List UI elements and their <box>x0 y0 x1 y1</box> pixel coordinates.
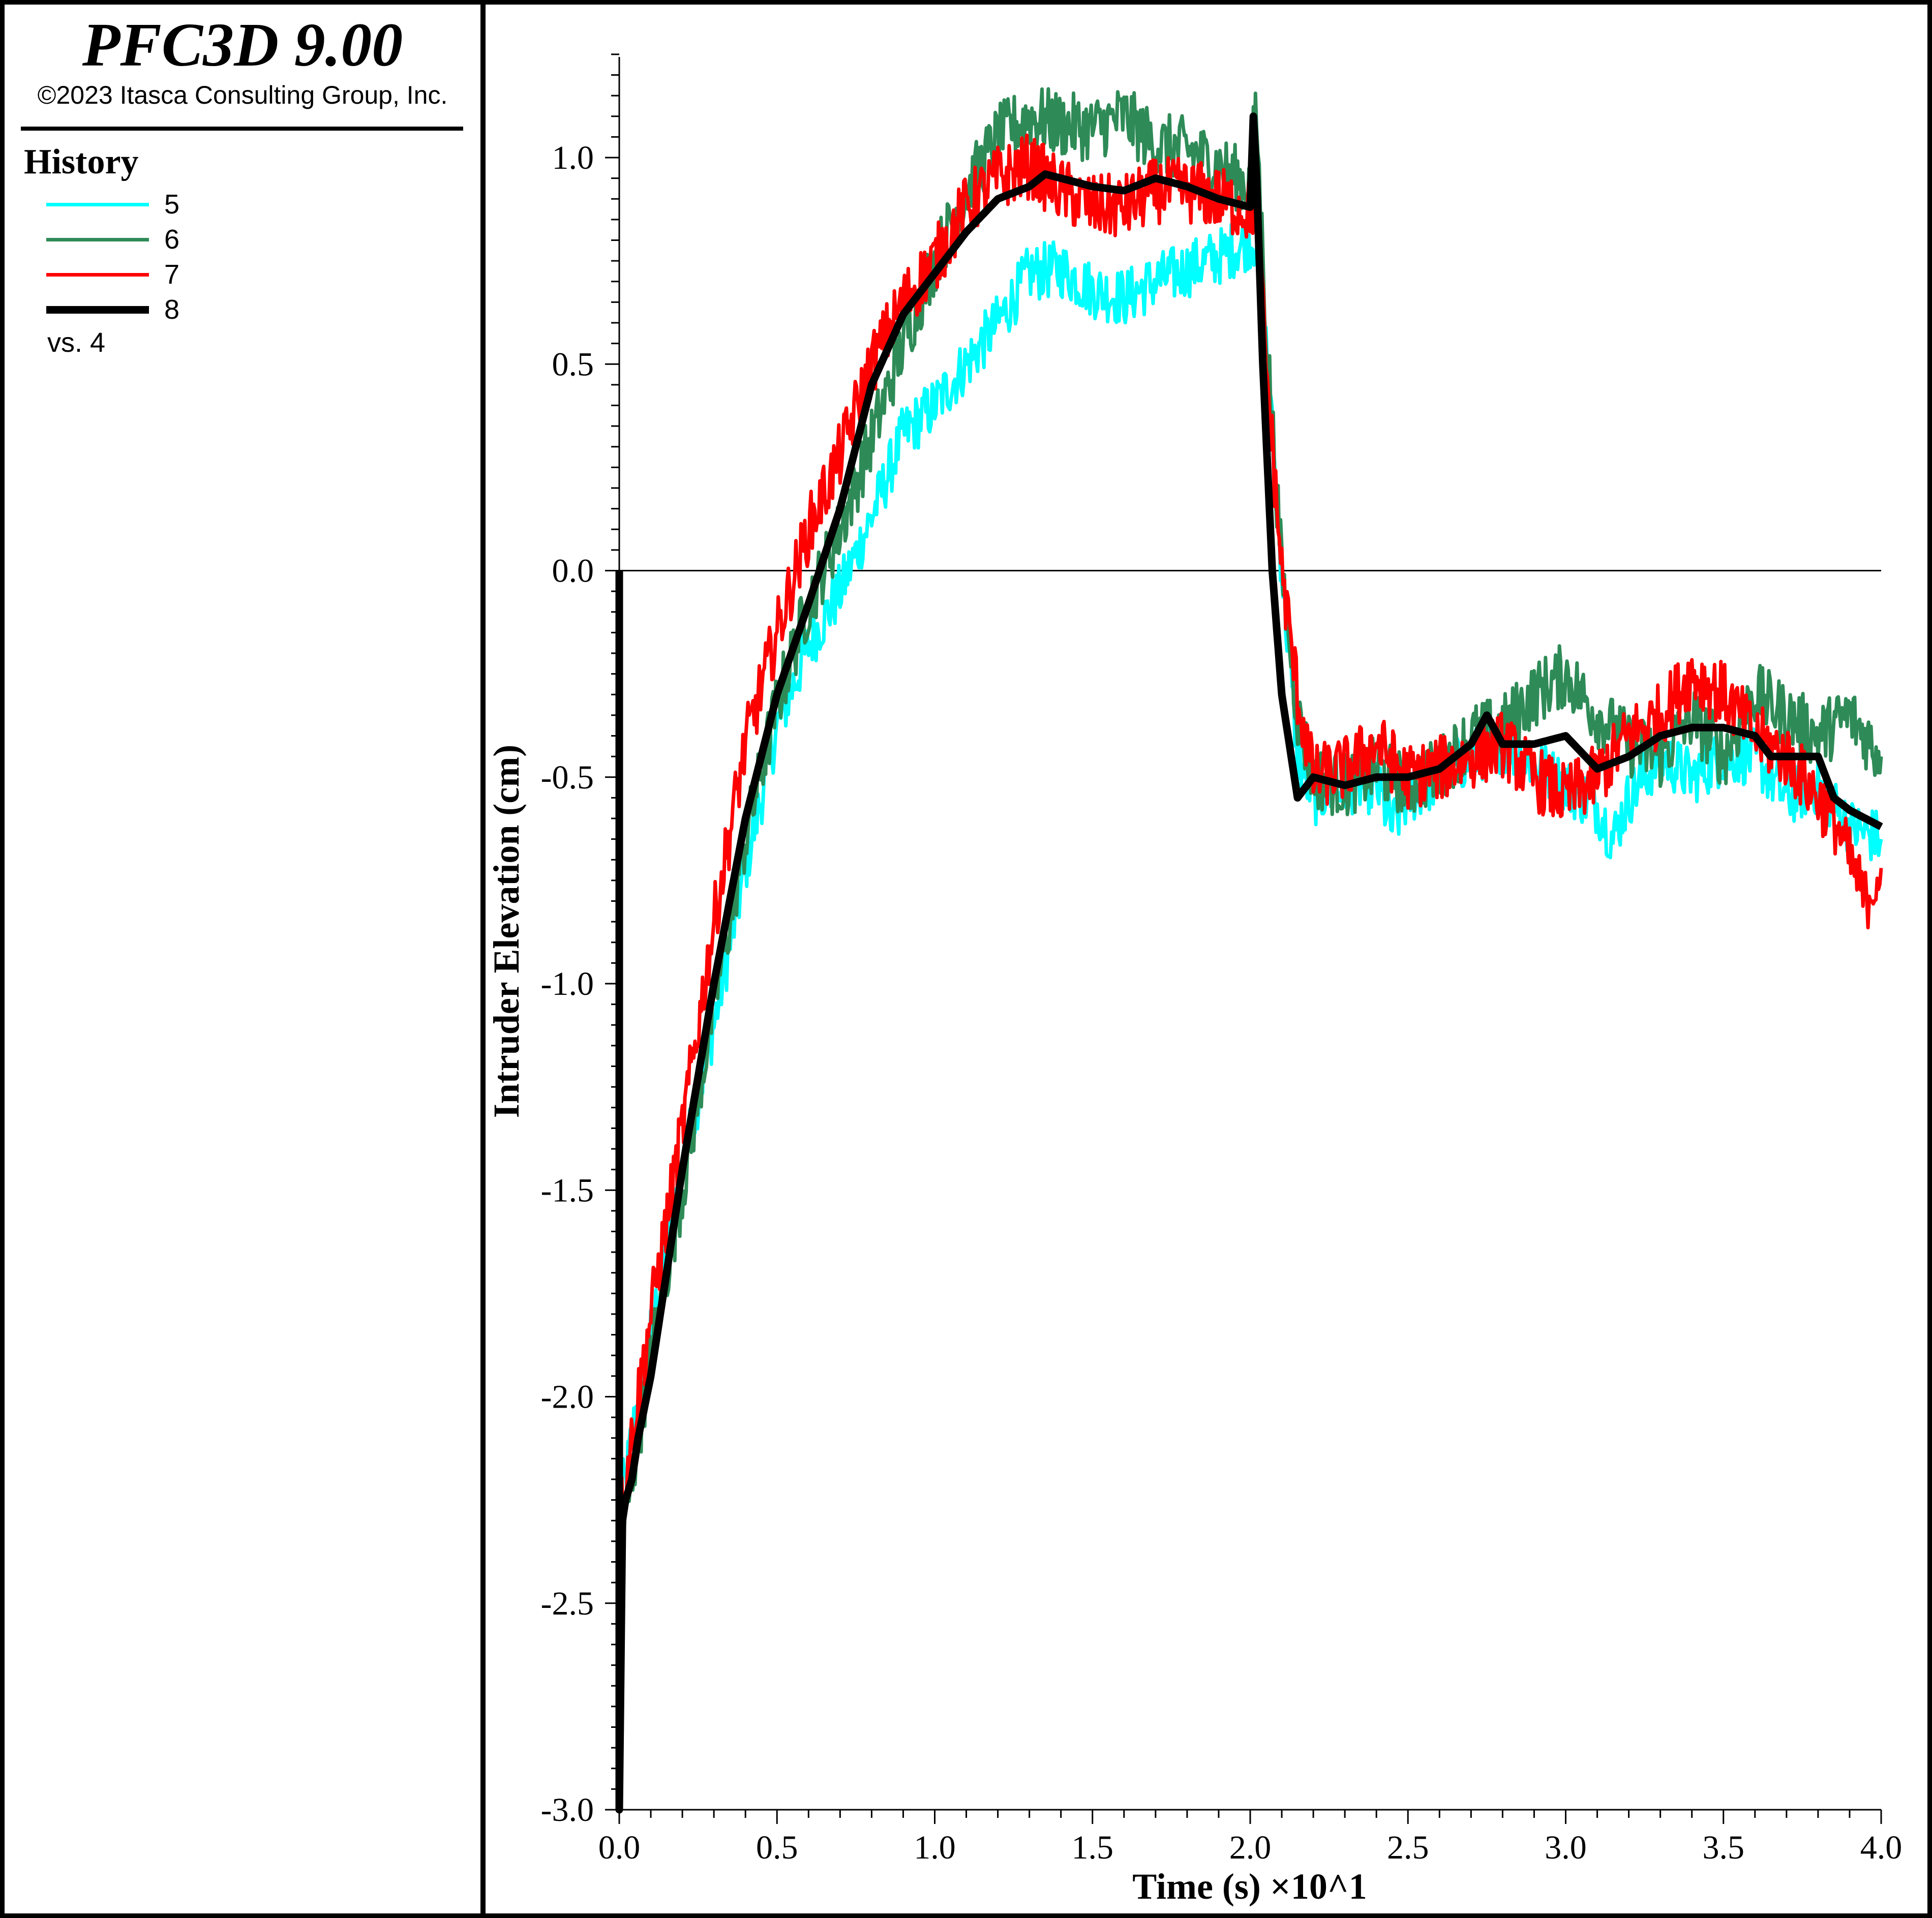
series-layer <box>615 87 1884 1814</box>
legend-label-6: 6 <box>164 224 180 255</box>
x-tick-label: 1.5 <box>1072 1829 1114 1866</box>
x-tick-label: 3.0 <box>1545 1829 1587 1866</box>
x-tick-label: 2.5 <box>1387 1829 1429 1866</box>
x-tick-label: 3.5 <box>1703 1829 1745 1866</box>
series-line-6 <box>617 87 1883 1552</box>
legend-entry-7: 7 <box>46 257 300 292</box>
legend-title: History <box>24 142 139 181</box>
y-tick-label: -3.0 <box>541 1791 594 1829</box>
panel-divider <box>480 0 486 1918</box>
y-tick-label: 0.0 <box>552 553 594 590</box>
legend-swatch-8 <box>46 306 149 314</box>
y-tick-label: -2.0 <box>541 1379 594 1416</box>
x-tick-label: 2.0 <box>1229 1829 1272 1866</box>
y-tick-label: -1.0 <box>541 965 594 1002</box>
x-tick-label: 0.0 <box>598 1829 641 1866</box>
legend-swatch-7 <box>46 273 149 277</box>
copyright-notice: ©2023 Itasca Consulting Group, Inc. <box>37 81 448 109</box>
legend-vs-label: vs. 4 <box>47 327 106 358</box>
legend-entry-8: 8 <box>46 292 300 327</box>
legend-entry-6: 6 <box>46 222 300 257</box>
y-tick-label: -0.5 <box>541 759 594 796</box>
legend-label-8: 8 <box>164 294 180 325</box>
legend-swatch-6 <box>46 238 149 241</box>
legend-panel: PFC3D 9.00 ©2023 Itasca Consulting Group… <box>5 5 480 1913</box>
y-tick-label: -1.5 <box>541 1172 594 1209</box>
series-line-7 <box>617 133 1883 1541</box>
axes-layer: 0.0 0.5 1.0 1.5 2.0 2.5 3.0 3.5 4.0 -3.0 -2.5 -2.0 -… <box>541 53 1903 1866</box>
x-tick-label: 1.0 <box>914 1829 956 1866</box>
x-tick-label: 4.0 <box>1860 1829 1903 1866</box>
legend-label-7: 7 <box>164 259 180 290</box>
x-axis-label: Time (s) ×10^1 <box>1132 1866 1367 1907</box>
legend-entry-5: 5 <box>46 187 300 222</box>
y-axis-label: Intruder Elevation (cm) <box>486 745 527 1118</box>
y-tick-label: 0.5 <box>552 346 594 383</box>
legend-label-5: 5 <box>164 189 180 220</box>
x-tick-label: 0.5 <box>756 1829 798 1866</box>
y-tick-label: 1.0 <box>552 139 594 176</box>
series-line-5 <box>617 221 1883 1509</box>
y-tick-label: -2.5 <box>541 1585 594 1622</box>
series-line-8 <box>615 112 1884 1814</box>
legend-swatch-5 <box>46 203 149 206</box>
app-title: PFC3D 9.00 <box>82 11 403 79</box>
title-divider <box>21 127 463 131</box>
